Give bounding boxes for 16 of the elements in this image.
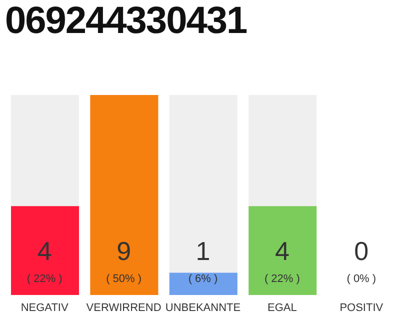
data-label: 1 <box>196 236 210 266</box>
annotation: ( 0% ) <box>346 273 376 285</box>
annotation: ( 22% ) <box>26 273 62 285</box>
data-label: 9 <box>116 236 132 266</box>
x-tick-label: EGAL <box>268 302 297 314</box>
x-tick-label: UNBEKANNTE <box>165 302 241 314</box>
annotation: ( 22% ) <box>264 273 300 285</box>
x-tick-label: NEGATIV <box>20 302 69 314</box>
data-label: 4 <box>37 236 52 266</box>
chart-title: 069244330431 <box>5 0 247 43</box>
data-label: 0 <box>354 236 369 266</box>
x-tick-label: VERWIRREND <box>86 302 162 314</box>
x-tick-label: POSITIV <box>340 302 384 314</box>
annotation: ( 6% ) <box>188 273 218 285</box>
annotation: ( 50% ) <box>106 273 142 285</box>
data-label: 4 <box>274 236 290 266</box>
